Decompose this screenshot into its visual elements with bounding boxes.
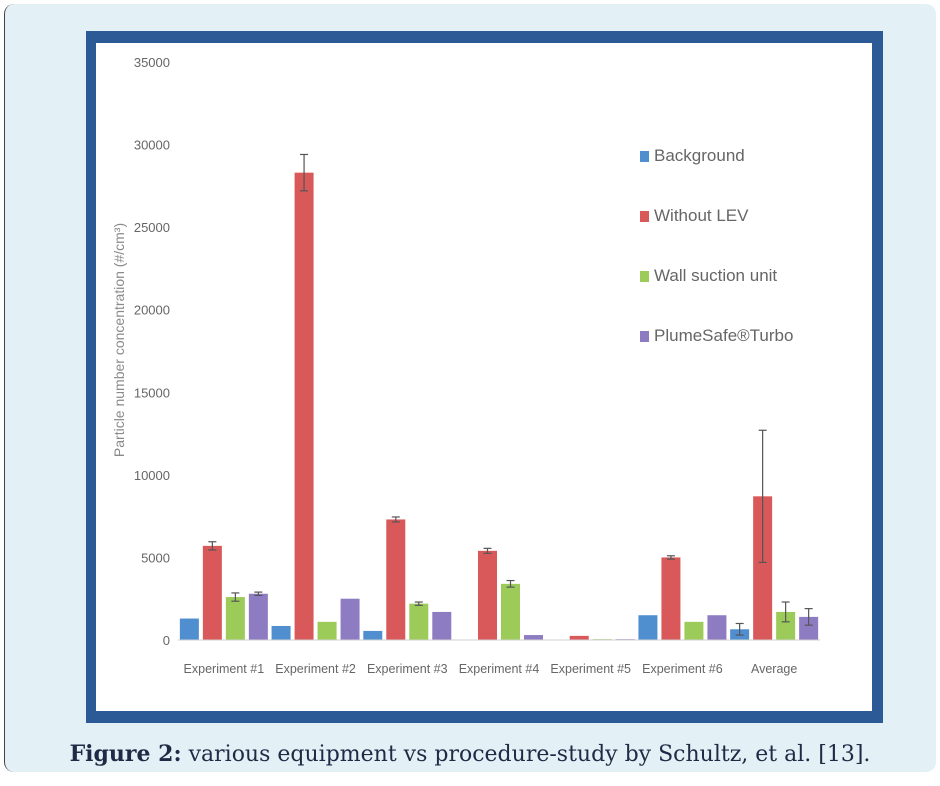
bar <box>638 615 658 640</box>
x-tick-label: Experiment #3 <box>367 662 448 676</box>
x-tick-label: Experiment #5 <box>550 662 631 676</box>
bar <box>501 583 520 640</box>
x-tick-label: Experiment #2 <box>275 662 356 676</box>
bar <box>799 616 819 640</box>
legend-swatch <box>640 151 649 162</box>
y-tick-label: 15000 <box>134 385 170 400</box>
bar <box>317 621 337 640</box>
caption-text: various equipment vs procedure-study by … <box>188 742 871 767</box>
bar <box>271 625 291 640</box>
x-axis: Experiment #1 Experiment #2 Experiment #3 E… <box>178 639 820 676</box>
legend-label: PlumeSafe®Turbo <box>654 326 793 345</box>
y-axis-label: Particle number concentration (#/cm³) <box>111 223 127 457</box>
bar <box>661 557 681 640</box>
y-tick-label: 35000 <box>134 55 170 70</box>
bar <box>202 545 222 640</box>
legend-label: Without LEV <box>654 206 749 225</box>
legend-label: Background <box>654 146 745 165</box>
y-tick-label: 0 <box>163 633 170 648</box>
bar <box>179 618 199 640</box>
y-axis: 0 5000 10000 15000 20000 25000 30000 35000 <box>134 55 170 648</box>
bar <box>753 496 773 640</box>
y-tick-label: 5000 <box>141 550 170 565</box>
bar <box>478 550 497 640</box>
bar <box>684 621 704 640</box>
bar <box>432 611 452 640</box>
legend-swatch <box>640 211 649 222</box>
bar <box>707 615 727 640</box>
caption-label: Figure 2: <box>69 741 182 767</box>
bar <box>340 598 360 640</box>
x-tick-label: Average <box>751 662 797 676</box>
x-tick-label: Experiment #1 <box>184 662 265 676</box>
bar <box>569 635 589 640</box>
x-tick-label: Experiment #4 <box>459 662 540 676</box>
bar <box>776 611 796 640</box>
bar <box>225 597 245 640</box>
y-tick-label: 25000 <box>134 220 170 235</box>
x-tick-label: Experiment #6 <box>642 662 723 676</box>
legend: Background Without LEV Wall suction unit Pl… <box>640 146 793 345</box>
bar <box>294 172 314 640</box>
y-tick-label: 10000 <box>134 468 170 483</box>
bar <box>409 603 429 640</box>
bar <box>363 630 383 640</box>
bar <box>524 635 543 640</box>
bar <box>248 593 268 640</box>
bars <box>179 153 819 640</box>
y-tick-label: 30000 <box>134 138 170 153</box>
legend-label: Wall suction unit <box>654 266 777 285</box>
legend-swatch <box>640 271 649 282</box>
figure-caption: Figure 2: various equipment vs procedure… <box>0 741 940 767</box>
legend-swatch <box>640 331 649 342</box>
y-tick-label: 20000 <box>134 303 170 318</box>
bar <box>386 519 406 640</box>
